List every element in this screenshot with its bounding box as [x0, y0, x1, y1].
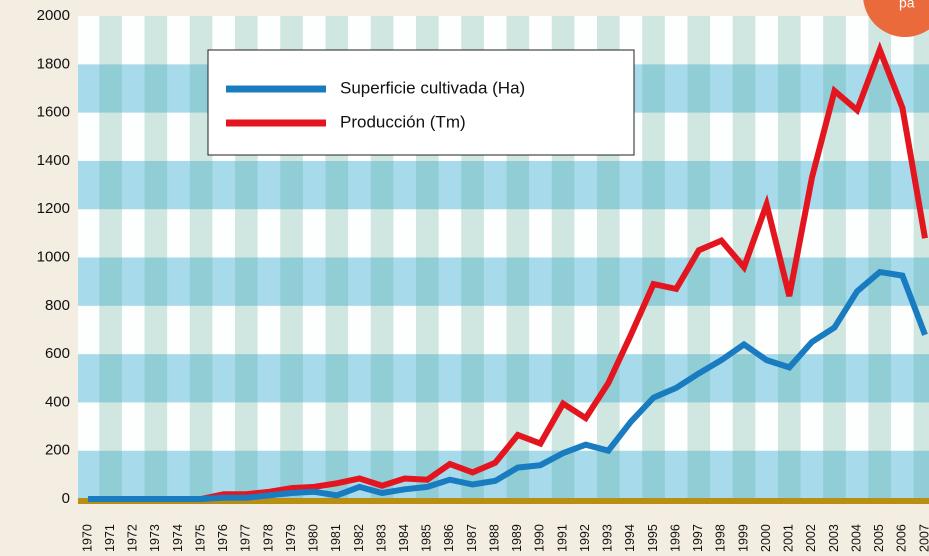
legend-label: Superficie cultivada (Ha): [340, 78, 525, 97]
x-tick-label: 2000: [759, 524, 773, 552]
x-tick-label: 1995: [646, 524, 660, 552]
x-tick-label: 2002: [804, 524, 818, 552]
x-tick-label: 1972: [126, 524, 140, 552]
y-tick-label: 1000: [37, 248, 70, 265]
stripe: [144, 16, 168, 499]
x-tick-label: 1976: [216, 524, 230, 552]
x-tick-label: 1999: [736, 524, 750, 552]
stripe: [687, 16, 711, 499]
y-tick-label: 400: [45, 393, 70, 410]
y-tick-label: 200: [45, 442, 70, 459]
stripe: [99, 16, 122, 499]
y-tick-label: 0: [62, 490, 70, 507]
x-tick-label: 1986: [442, 524, 456, 552]
x-tick-label: 1982: [352, 524, 366, 552]
stripe: [823, 16, 846, 499]
x-tick-label: 1971: [103, 524, 117, 552]
x-tick-label: 1979: [284, 524, 298, 552]
stripe: [732, 16, 756, 499]
x-tick-label: 1997: [691, 524, 705, 552]
x-tick-label: 1994: [623, 524, 637, 552]
x-tick-label: 2007: [917, 524, 929, 552]
x-tick-label: 1990: [533, 524, 547, 552]
x-tick-label: 1996: [668, 524, 682, 552]
x-tick-label: 1974: [171, 524, 185, 552]
y-tick-label: 600: [45, 345, 70, 362]
x-tick-label: 1973: [148, 524, 162, 552]
x-tick-label: 1992: [578, 524, 592, 552]
x-tick-label: 1998: [714, 524, 728, 552]
legend-label: Producción (Tm): [340, 112, 466, 131]
axes: 0 200 400 600 800 1000 1200 1400 1600 1800 2000 197…: [37, 7, 929, 552]
x-tick-label: 2006: [895, 524, 909, 552]
band: [78, 160, 929, 210]
x-tick-label: 1984: [397, 524, 411, 552]
x-tick-label: 1978: [261, 524, 275, 552]
y-tick-label: 2000: [37, 7, 70, 24]
stripe: [189, 16, 213, 499]
x-tick-label: 1989: [510, 524, 524, 552]
band: [78, 402, 929, 451]
band: [78, 354, 929, 403]
x-tick-label: 2004: [849, 524, 863, 552]
y-tick-label: 1400: [37, 152, 70, 169]
x-tick-label: 1970: [80, 524, 94, 552]
x-tick-label: 2003: [827, 524, 841, 552]
x-tick-label: 1980: [307, 524, 321, 552]
badge: [863, 0, 929, 37]
stripe: [868, 16, 892, 499]
series-line: [88, 268, 928, 502]
x-tick-label: 2005: [872, 524, 886, 552]
legend: Superficie cultivada (Ha) Producción (Tm): [207, 49, 635, 156]
legend-box: [207, 49, 635, 156]
x-tick-label: 1991: [555, 524, 569, 552]
y-tick-label: 1200: [37, 200, 70, 217]
x-tick-label: 2001: [782, 524, 796, 552]
y-tick-label: 800: [45, 297, 70, 314]
x-tick-label: 1985: [420, 524, 434, 552]
x-tick-label: 1993: [601, 524, 615, 552]
stripe: [777, 16, 801, 499]
x-tick-label: 1975: [193, 524, 207, 552]
x-tick-label: 1987: [465, 524, 479, 552]
badge-text: pa: [899, 0, 915, 11]
stripe: [642, 16, 665, 499]
y-tick-label: 1800: [37, 55, 70, 72]
stripe: [913, 16, 929, 499]
x-tick-label: 1988: [487, 524, 501, 552]
series-lines: [88, 41, 928, 502]
band: [78, 305, 929, 355]
x-tick-label: 1977: [239, 524, 253, 552]
series-line: [88, 41, 928, 502]
x-tick-label: 1981: [329, 524, 343, 552]
x-tick-label: 1983: [374, 524, 388, 552]
band: [78, 209, 929, 258]
y-tick-label: 1600: [37, 104, 70, 121]
